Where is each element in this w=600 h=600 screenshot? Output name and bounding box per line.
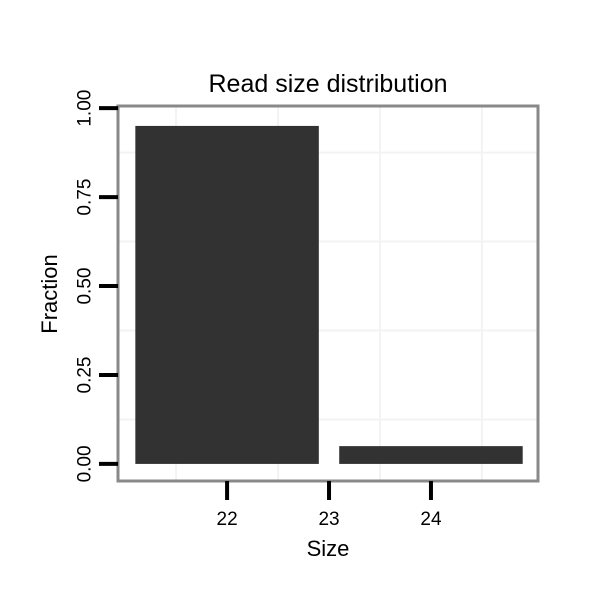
bars-layer bbox=[135, 125, 523, 464]
tick-labels-layer: 22 23 24 0.00 0.25 0.50 0.75 1.00 bbox=[75, 90, 442, 530]
y-tick-label: 0.75 bbox=[75, 179, 96, 216]
chart-title: Read size distribution bbox=[208, 70, 447, 98]
x-tick-label: 22 bbox=[217, 509, 238, 530]
x-tick-label: 23 bbox=[318, 509, 339, 530]
y-tick-label: 0.00 bbox=[75, 445, 96, 482]
x-tick-label: 24 bbox=[420, 509, 442, 530]
axis-ticks-layer bbox=[99, 106, 433, 500]
y-tick-label: 1.00 bbox=[75, 90, 96, 127]
y-tick-label: 0.50 bbox=[75, 268, 96, 305]
bar-size-22 bbox=[135, 125, 319, 464]
x-axis-title: Size bbox=[307, 536, 350, 561]
y-tick-label: 0.25 bbox=[75, 356, 96, 393]
bar-size-24 bbox=[339, 446, 523, 464]
y-axis-title: Fraction bbox=[37, 254, 62, 333]
